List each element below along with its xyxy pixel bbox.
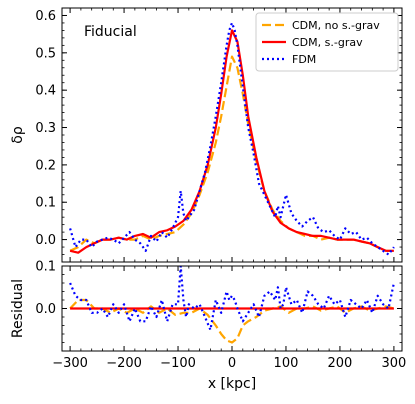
residual-xtick-label: 0: [228, 356, 236, 371]
main-ytick-label: 0.3: [35, 121, 56, 136]
residual-ytick-label: 0.1: [35, 260, 56, 275]
residual-series-fdm: [69, 266, 395, 331]
main-ytick-label: 0.2: [35, 158, 56, 173]
main-series-cdm-s-grav: [69, 29, 394, 254]
residual-ytick-label: 0.0: [35, 302, 56, 317]
residual-xtick-label: 300: [381, 356, 406, 371]
legend: CDM, no s.-grav CDM, s.-grav FDM: [255, 12, 399, 72]
legend-box: [255, 12, 399, 72]
main-ylabel: δρ: [10, 126, 26, 144]
main-ytick-label: 0.1: [35, 196, 56, 211]
main-series-group: [69, 21, 395, 256]
annotation-fiducial: Fiducial: [84, 24, 137, 40]
residual-xlabel: x [kpc]: [208, 376, 256, 392]
residual-xtick-label: −200: [106, 356, 142, 371]
main-ytick-label: 0.6: [35, 9, 56, 24]
residual-series-cdm-no-s-grav: [69, 298, 395, 344]
residual-ylabel: Residual: [10, 279, 26, 338]
residual-xtick-label: −100: [160, 356, 196, 371]
main-series-fdm: [69, 21, 395, 256]
main-ytick-label: 0.0: [35, 233, 56, 248]
residual-xtick-label: 200: [328, 356, 353, 371]
residual-xtick-label: −300: [52, 356, 88, 371]
legend-label: CDM, s.-grav: [292, 36, 363, 49]
legend-label: FDM: [292, 53, 316, 66]
residual-series-group: [69, 266, 395, 344]
main-ytick-label: 0.5: [35, 46, 56, 61]
main-ytick-label: 0.4: [35, 84, 56, 99]
main-series-cdm-no-s-grav: [69, 55, 394, 252]
residual-xtick-label: 100: [274, 356, 299, 371]
legend-label: CDM, no s.-grav: [292, 19, 380, 32]
